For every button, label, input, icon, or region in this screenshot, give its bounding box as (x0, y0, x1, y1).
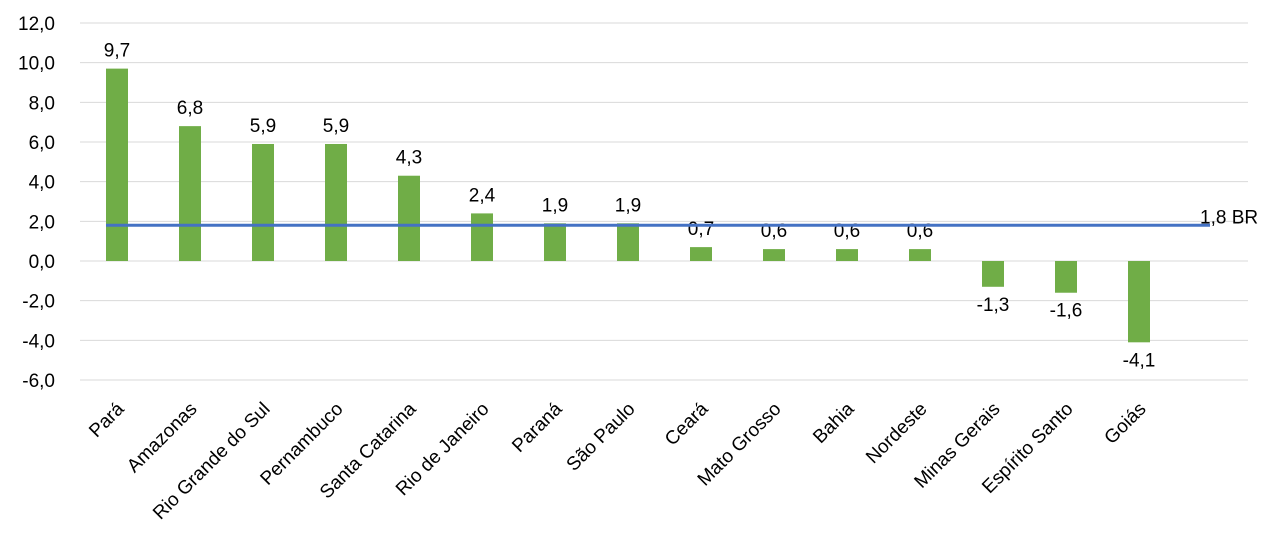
data-label: 6,8 (177, 98, 203, 119)
y-tick-label: 12,0 (18, 14, 55, 35)
bar (544, 223, 566, 261)
data-label: -1,3 (977, 295, 1010, 316)
category-label: Bahia (809, 398, 859, 448)
y-tick-label: -6,0 (22, 371, 55, 392)
y-tick-label: 2,0 (29, 212, 55, 233)
category-label: São Paulo (563, 399, 640, 476)
y-tick-label: -2,0 (22, 292, 55, 313)
bar (836, 249, 858, 261)
bar (106, 68, 128, 261)
y-tick-label: 4,0 (29, 173, 55, 194)
bar (982, 261, 1004, 287)
category-label: Goiás (1101, 399, 1151, 449)
bar (252, 143, 274, 261)
data-label: -1,6 (1050, 301, 1083, 322)
data-label: 5,9 (323, 116, 349, 137)
category-label: Ceará (661, 398, 713, 450)
data-label: 1,9 (542, 195, 568, 216)
bar (398, 175, 420, 261)
category-label: Pará (85, 398, 129, 442)
data-label: 0,7 (688, 219, 714, 240)
bar (909, 249, 931, 261)
data-label: 5,9 (250, 116, 276, 137)
bar (1128, 261, 1150, 343)
reference-line-group: 1,8 BR (106, 207, 1258, 228)
bar (325, 143, 347, 261)
reference-line-label: 1,8 BR (1200, 207, 1258, 228)
y-tick-label: 6,0 (29, 133, 55, 154)
bars (106, 68, 1150, 343)
bar (763, 249, 785, 261)
y-tick-label: 10,0 (18, 54, 55, 75)
bar (179, 126, 201, 261)
bar (617, 223, 639, 261)
data-label: -4,1 (1123, 350, 1156, 371)
data-label: 4,3 (396, 148, 422, 169)
bar (690, 247, 712, 261)
category-label: Amazonas (123, 399, 201, 477)
data-label: 9,7 (104, 41, 130, 62)
gridlines (80, 22, 1248, 381)
y-tick-label: -4,0 (22, 331, 55, 352)
bar (471, 213, 493, 261)
y-tick-label: 8,0 (29, 93, 55, 114)
data-label: 1,9 (615, 195, 641, 216)
data-label: 2,4 (469, 185, 496, 206)
bar (1055, 261, 1077, 293)
category-label: Paraná (508, 398, 566, 456)
category-label: Nordeste (862, 399, 931, 468)
y-axis-tick-labels: 12,0 10,0 8,0 6,0 4,0 2,0 0,0 -2,0 -4,0 -6,0 (18, 14, 55, 392)
y-tick-label: 0,0 (29, 252, 55, 273)
